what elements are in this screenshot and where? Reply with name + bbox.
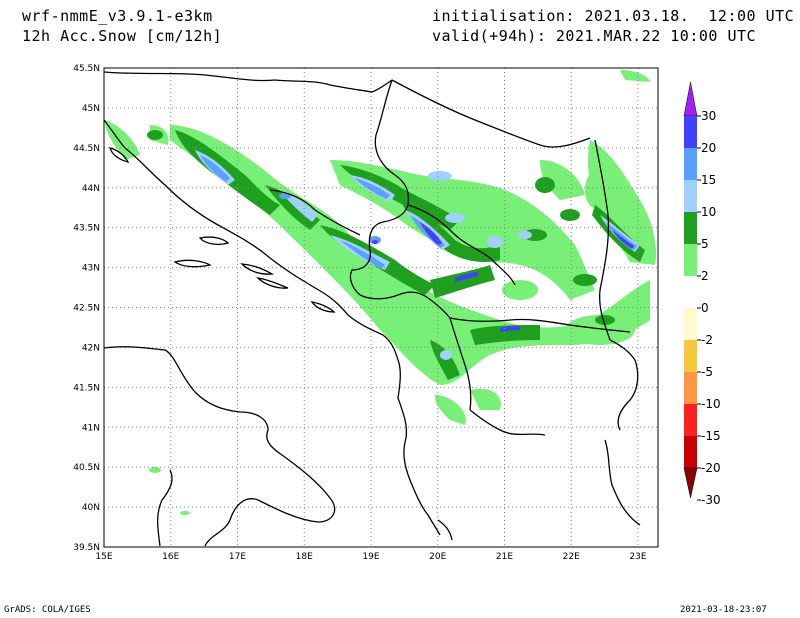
colorbar-label: -5 [701, 365, 713, 379]
colorbar-label: 10 [701, 205, 716, 219]
lon-tick-label: 22E [563, 552, 580, 562]
lat-tick-label: 45N [82, 104, 100, 114]
colorbar-swatch [684, 148, 697, 180]
snow-field [105, 70, 657, 515]
lat-tick-label: 43.5N [73, 224, 100, 234]
lat-tick-label: 44.5N [73, 144, 100, 154]
colorbar-swatch [684, 244, 697, 276]
lon-tick-label: 23E [629, 552, 646, 562]
colorbar-top-arrow [683, 81, 698, 117]
colorbar-label: -2 [701, 333, 713, 347]
colorbar-label: -30 [701, 493, 721, 507]
valid-time: valid(+94h): 2021.MAR.22 10:00 UTC [432, 27, 757, 45]
colorbar-bottom-arrow [683, 467, 698, 499]
colorbar-label: 5 [701, 237, 709, 251]
lat-tick-label: 42N [82, 343, 100, 353]
model-title: wrf-nmmE_v3.9.1-e3km [22, 7, 213, 25]
colorbar-label: 0 [701, 301, 709, 315]
lon-tick-label: 15E [95, 552, 112, 562]
lat-tick-label: 43N [82, 264, 100, 274]
colorbar-swatch [684, 436, 697, 468]
colorbar-label: -20 [701, 461, 721, 475]
lat-tick-label: 41.5N [73, 383, 100, 393]
colorbar-swatch [684, 212, 697, 244]
lon-tick-label: 21E [496, 552, 513, 562]
colorbar-label: -15 [701, 429, 721, 443]
lon-tick-label: 17E [229, 552, 246, 562]
lat-tick-label: 44N [82, 184, 100, 194]
colorbar-swatch [684, 404, 697, 436]
lat-tick-label: 40N [82, 503, 100, 513]
lat-tick-label: 41N [82, 423, 100, 433]
colorbar-swatch [684, 180, 697, 212]
colorbar-label: 2 [701, 269, 709, 283]
lon-tick-label: 16E [162, 552, 179, 562]
timestamp-text: 2021-03-18-23:07 [680, 605, 767, 615]
colorbar-label: 30 [701, 109, 716, 123]
lat-tick-label: 39.5N [73, 543, 100, 553]
colorbar-label: 15 [701, 173, 716, 187]
colorbar-swatch [684, 308, 697, 340]
lat-tick-label: 40.5N [73, 463, 100, 473]
longitude-labels: 15E 16E 17E 18E 19E 20E 21E 22E 23E [95, 552, 646, 562]
field-title: 12h Acc.Snow [cm/12h] [22, 27, 223, 45]
lat-tick-label: 42.5N [73, 304, 100, 314]
colorbar-label: 20 [701, 141, 716, 155]
lat-tick-label: 45.5N [73, 64, 100, 74]
credit-text: GrADS: COLA/IGES [4, 605, 91, 615]
coastlines-borders [104, 71, 641, 547]
colorbar-swatch [684, 276, 697, 308]
colorbar-swatch [684, 372, 697, 404]
lon-tick-label: 18E [296, 552, 313, 562]
init-time: initialisation: 2021.03.18. 12:00 UTC [432, 7, 795, 25]
colorbar-label: -10 [701, 397, 721, 411]
lon-tick-label: 19E [362, 552, 379, 562]
colorbar-swatch [684, 340, 697, 372]
map-frame [103, 67, 659, 548]
colorbar-swatch [684, 116, 697, 148]
lat-lon-grid [103, 67, 658, 548]
lon-tick-label: 20E [429, 552, 446, 562]
latitude-labels: 45.5N 45N 44.5N 44N 43.5N 43N 42.5N 42N 41.5N 41N… [73, 64, 100, 553]
